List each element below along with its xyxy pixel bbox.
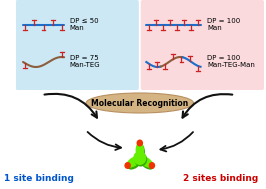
Ellipse shape [136,142,144,158]
Circle shape [134,152,146,164]
Text: 2 sites binding: 2 sites binding [184,174,259,183]
Text: 1 site binding: 1 site binding [4,174,74,183]
Text: DP = 75
Man-TEG: DP = 75 Man-TEG [70,55,100,68]
Text: Molecular Recognition: Molecular Recognition [91,98,188,108]
Ellipse shape [139,156,153,168]
FancyBboxPatch shape [141,0,264,90]
Text: DP ≤ 50
Man: DP ≤ 50 Man [70,18,98,31]
Ellipse shape [136,144,145,160]
FancyBboxPatch shape [16,0,139,90]
Ellipse shape [127,156,140,168]
Text: DP = 100
Man-TEG-Man: DP = 100 Man-TEG-Man [207,55,255,68]
Circle shape [136,139,143,146]
Circle shape [124,162,131,169]
Ellipse shape [127,158,141,170]
Ellipse shape [86,93,193,113]
Circle shape [149,162,155,169]
Text: DP = 100
Man: DP = 100 Man [207,18,240,31]
Ellipse shape [140,158,154,170]
Circle shape [133,151,146,165]
Circle shape [134,153,147,167]
